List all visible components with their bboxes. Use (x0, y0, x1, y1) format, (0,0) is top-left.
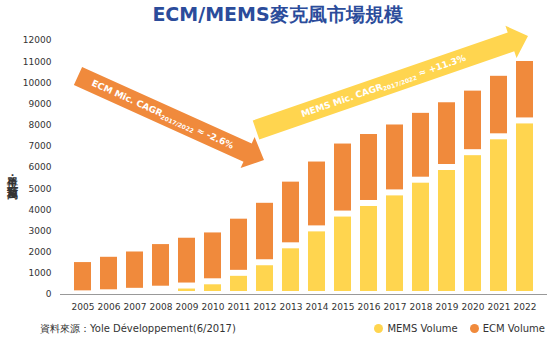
svg-text:2005: 2005 (72, 302, 95, 312)
svg-text:2019: 2019 (436, 302, 459, 312)
svg-text:12000: 12000 (23, 35, 52, 45)
svg-text:2008: 2008 (150, 302, 173, 312)
svg-text:3000: 3000 (29, 226, 52, 236)
svg-text:2011: 2011 (228, 302, 251, 312)
svg-text:2000: 2000 (29, 247, 52, 257)
svg-text:2007: 2007 (124, 302, 147, 312)
svg-text:4000: 4000 (29, 205, 52, 215)
svg-text:11000: 11000 (23, 57, 52, 67)
svg-text:2016: 2016 (358, 302, 381, 312)
svg-text:MEMS Mic. CAGR2017/2022 ≈ +11.: MEMS Mic. CAGR2017/2022 ≈ +11.3% (300, 53, 468, 120)
svg-text:2010: 2010 (202, 302, 225, 312)
svg-text:2018: 2018 (410, 302, 433, 312)
svg-text:ECM Mic. CAGR2017/2022 ≈ -2.6%: ECM Mic. CAGR2017/2022 ≈ -2.6% (90, 78, 236, 152)
svg-text:2017: 2017 (384, 302, 407, 312)
html-text:MEMS Volume: MEMS Volume (387, 323, 458, 334)
svg-text:2020: 2020 (462, 302, 485, 312)
svg-text:0: 0 (46, 289, 52, 299)
html-text:ECM/MEMS麥克風市場規模: ECM/MEMS麥克風市場規模 (152, 3, 403, 25)
html-text:單位：百萬顆: 單位：百萬顆 (5, 167, 19, 179)
svg-text:10000: 10000 (23, 78, 52, 88)
svg-text:2006: 2006 (98, 302, 121, 312)
svg-text:9000: 9000 (29, 99, 52, 109)
svg-text:6000: 6000 (29, 162, 52, 172)
svg-text:2012: 2012 (254, 302, 277, 312)
svg-text:8000: 8000 (29, 120, 52, 130)
svg-text:2022: 2022 (514, 302, 537, 312)
svg-text:1000: 1000 (29, 268, 52, 278)
html-text:資料來源：Yole Développement(6/2017: 資料來源：Yole Développement(6/2017) (40, 323, 236, 334)
svg-text:2013: 2013 (280, 302, 303, 312)
svg-text:2021: 2021 (488, 302, 511, 312)
svg-text:2015: 2015 (332, 302, 355, 312)
svg-text:5000: 5000 (29, 184, 52, 194)
svg-text:2009: 2009 (176, 302, 199, 312)
svg-text:2014: 2014 (306, 302, 329, 312)
html-text:ECM Volume: ECM Volume (482, 323, 545, 334)
svg-text:7000: 7000 (29, 141, 52, 151)
